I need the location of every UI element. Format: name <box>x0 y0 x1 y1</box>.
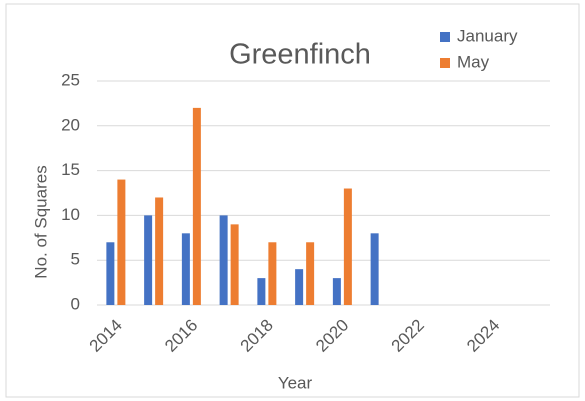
bar <box>230 224 239 305</box>
bar <box>295 269 304 305</box>
bar <box>268 242 277 305</box>
y-tick-label: 0 <box>71 294 80 313</box>
x-axis-label: Year <box>278 373 313 392</box>
y-tick-label: 15 <box>61 160 80 179</box>
y-tick-label: 20 <box>61 115 80 134</box>
legend-label: January <box>457 26 518 45</box>
bar <box>257 278 266 305</box>
legend-swatch <box>440 32 450 42</box>
chart-title: Greenfinch <box>229 39 371 71</box>
bar <box>155 197 164 305</box>
chart-border <box>5 3 580 398</box>
bar <box>117 179 126 305</box>
bar <box>192 107 201 305</box>
bar <box>144 215 153 305</box>
bar <box>181 233 190 305</box>
bar <box>370 233 379 305</box>
legend-label: May <box>457 52 490 71</box>
bar <box>219 215 228 305</box>
y-tick-label: 5 <box>71 250 80 269</box>
y-axis-label: No. of Squares <box>31 165 50 278</box>
y-tick-label: 25 <box>61 70 80 89</box>
bar <box>343 188 352 305</box>
bar <box>106 242 115 305</box>
y-tick-label: 10 <box>61 205 80 224</box>
bar <box>306 242 315 305</box>
bar <box>332 278 341 305</box>
legend-swatch <box>440 58 450 68</box>
